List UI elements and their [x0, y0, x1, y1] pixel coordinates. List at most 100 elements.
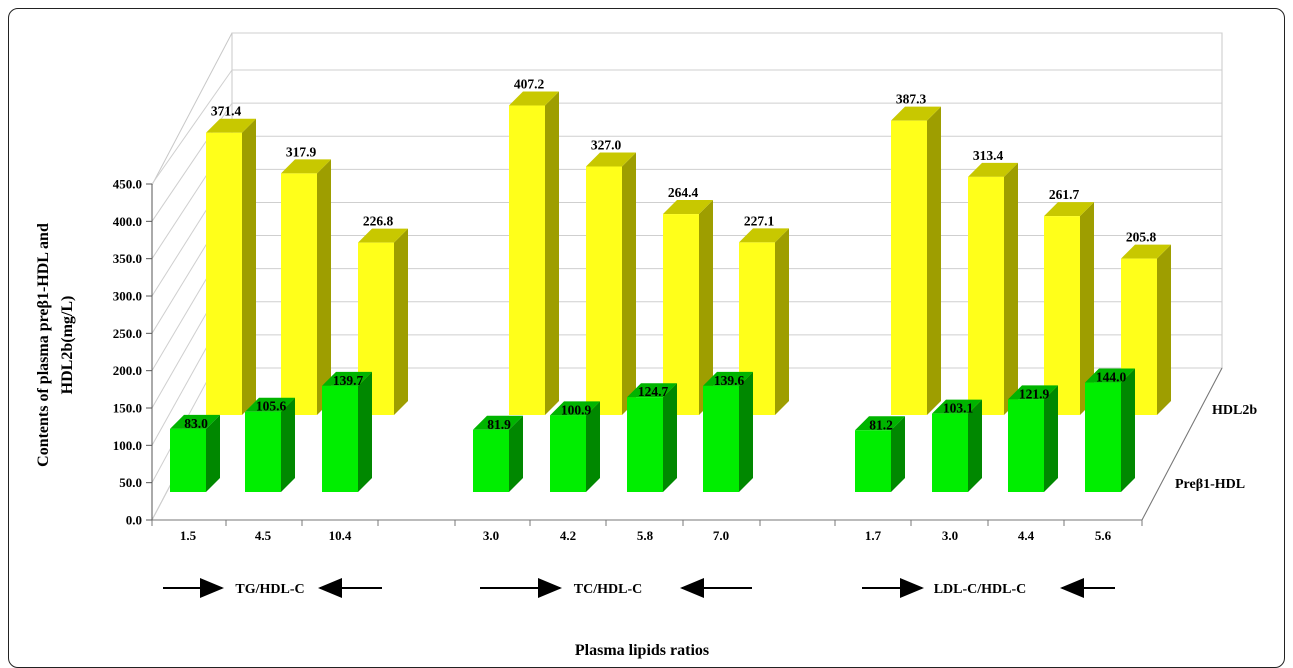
bar-pre-beta1-hdl [550, 401, 600, 492]
bar-top [206, 118, 256, 133]
bar-pre-beta1-hdl [627, 383, 677, 492]
data-label-pre-beta1-hdl: 83.0 [184, 416, 208, 431]
x-tick-label: 10.4 [329, 528, 352, 543]
bar-front [245, 411, 281, 492]
bar-pre-beta1-hdl [1008, 385, 1058, 492]
bar-side [242, 118, 256, 416]
bar-pre-beta1-hdl [245, 397, 295, 492]
x-tick-label: 4.4 [1018, 528, 1035, 543]
data-label-hdl2b: 327.0 [591, 137, 622, 152]
bar-front [968, 176, 1004, 415]
bar-top [891, 106, 941, 121]
bar-top [627, 383, 677, 398]
bar-side [927, 106, 941, 415]
data-label-pre-beta1-hdl: 81.9 [487, 417, 511, 432]
data-label-hdl2b: 313.4 [973, 148, 1004, 163]
data-label-pre-beta1-hdl: 139.6 [714, 373, 745, 388]
bar-hdl2b [281, 159, 331, 415]
bar-front [1085, 382, 1121, 492]
bar-hdl2b [891, 106, 941, 415]
data-label-hdl2b: 227.1 [744, 213, 775, 228]
bar-top [281, 159, 331, 174]
y-tick-label: 50.0 [119, 475, 142, 490]
y-tick-label: 400.0 [113, 214, 142, 229]
bar-top [358, 228, 408, 243]
depth-label-hdl2b: HDL2b [1212, 403, 1257, 418]
bar-top [1085, 368, 1135, 383]
bar-side [1004, 162, 1018, 415]
bar-front [473, 429, 509, 492]
data-label-hdl2b: 226.8 [363, 214, 394, 229]
data-label-pre-beta1-hdl: 144.0 [1096, 370, 1127, 385]
bar-top [1008, 385, 1058, 400]
bar-pre-beta1-hdl [1085, 368, 1135, 492]
bar-front [322, 385, 358, 492]
bar-side [281, 397, 295, 492]
bar-side [1121, 368, 1135, 492]
data-label-hdl2b: 261.7 [1049, 187, 1080, 202]
y-axis-title-line1: Contents of plasma preβ1-HDL and [35, 223, 52, 467]
data-label-hdl2b: 371.4 [211, 104, 242, 119]
depth-label-pre-beta1-hdl: Preβ1-HDL [1175, 477, 1245, 492]
gridline-side [151, 69, 233, 185]
bar-hdl2b [358, 228, 408, 415]
bar-side [509, 415, 523, 492]
y-tick-label: 150.0 [113, 401, 142, 416]
bar-pre-beta1-hdl [932, 399, 982, 492]
data-label-hdl2b: 387.3 [896, 92, 927, 107]
y-axis-title: Contents of plasma preβ1-HDL and HDL2b(mg… [35, 223, 76, 467]
data-label-pre-beta1-hdl: 100.9 [561, 402, 592, 417]
group-label: TC/HDL-C [574, 582, 642, 597]
bar-top [1044, 202, 1094, 217]
bar-pre-beta1-hdl [473, 415, 523, 492]
bar-top [663, 200, 713, 215]
y-tick-label: 250.0 [113, 326, 142, 341]
group-label: LDL-C/HDL-C [934, 582, 1027, 597]
bar-top [245, 397, 295, 412]
bar-side [775, 228, 789, 415]
bar-front [932, 413, 968, 492]
data-label-hdl2b: 264.4 [668, 185, 699, 200]
bar-top [473, 415, 523, 430]
bar-side [545, 91, 559, 415]
bar-front [1008, 399, 1044, 492]
bar-front [550, 415, 586, 492]
bar-front [891, 120, 927, 415]
bar-hdl2b [968, 162, 1018, 415]
y-axis-title-line2: HDL2b(mg/L) [59, 296, 76, 395]
y-tick-label: 300.0 [113, 289, 142, 304]
x-tick-label: 1.5 [180, 528, 197, 543]
y-tick-label: 0.0 [126, 513, 142, 528]
group-label: TG/HDL-C [235, 582, 304, 597]
data-label-pre-beta1-hdl: 81.2 [869, 417, 893, 432]
y-tick-label: 350.0 [113, 251, 142, 266]
bar-top [855, 416, 905, 431]
bar-front [170, 428, 206, 492]
bar-pre-beta1-hdl [170, 414, 220, 492]
bar-side [206, 414, 220, 492]
bar-top [586, 152, 636, 167]
bar-top [968, 162, 1018, 177]
bar-front [509, 105, 545, 415]
bar-hdl2b [1121, 244, 1171, 415]
x-tick-label: 7.0 [713, 528, 729, 543]
data-label-hdl2b: 205.8 [1126, 230, 1157, 245]
bar-side [968, 399, 982, 492]
bar-front [206, 132, 242, 415]
bar-side [663, 383, 677, 492]
bar-top [703, 371, 753, 386]
bar-side [358, 371, 372, 492]
bar-side [891, 416, 905, 492]
bar-top [1121, 244, 1171, 259]
data-label-pre-beta1-hdl: 124.7 [638, 384, 669, 399]
bar-hdl2b [1044, 202, 1094, 415]
bar-top [739, 228, 789, 243]
x-tick-label: 1.7 [865, 528, 882, 543]
bar-side [1080, 202, 1094, 415]
x-tick-label: 5.8 [637, 528, 654, 543]
bar-top [932, 399, 982, 414]
data-label-pre-beta1-hdl: 103.1 [943, 401, 974, 416]
bar-side [394, 228, 408, 415]
bar-front [703, 385, 739, 492]
